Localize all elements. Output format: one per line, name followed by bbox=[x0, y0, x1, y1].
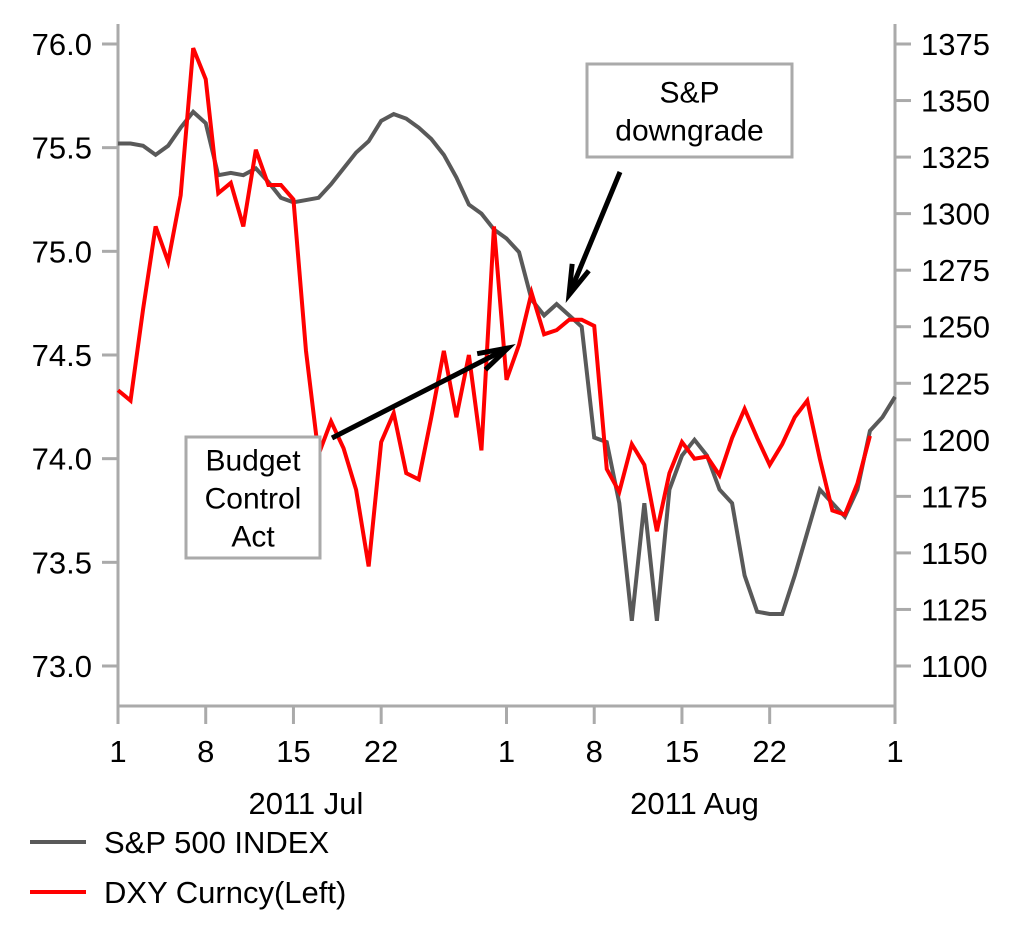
x-axis: 1 8 15 22 1 8 15 22 1 2011 Jul 2011 Aug bbox=[109, 704, 904, 821]
annotation-label-sp-downgrade: downgrade bbox=[615, 115, 763, 148]
left-axis-tick-label: 74.0 bbox=[32, 442, 92, 477]
x-axis-tick-label: 1 bbox=[498, 734, 515, 769]
x-axis-tick-label: 15 bbox=[665, 734, 699, 769]
x-axis-tick-label: 8 bbox=[586, 734, 603, 769]
right-axis: 1100 1125 1150 1175 1200 1225 1250 1275 1300 1325… bbox=[893, 24, 990, 706]
annotation-arrow-head-sp-downgrade bbox=[565, 263, 591, 304]
x-axis-group-label: 2011 Jul bbox=[249, 786, 364, 821]
left-axis-tick-label: 75.0 bbox=[32, 234, 92, 269]
right-axis-tick-label: 1250 bbox=[921, 310, 990, 345]
series-line-dxy-curncy-left bbox=[116, 47, 872, 567]
annotation-arrow-head-budget-control-act bbox=[476, 344, 516, 372]
annotation-label-sp-downgrade: S&P bbox=[659, 77, 719, 110]
right-axis-tick-label: 1350 bbox=[921, 84, 990, 119]
right-axis-tick-label: 1200 bbox=[921, 423, 990, 458]
right-axis-tick-label: 1225 bbox=[921, 366, 990, 401]
x-axis-tick-label: 22 bbox=[364, 734, 398, 769]
chart-legend: S&P 500 INDEX DXY Curncy(Left) bbox=[30, 825, 346, 910]
x-axis-tick-label: 15 bbox=[276, 734, 310, 769]
right-axis-tick-label: 1125 bbox=[921, 592, 988, 627]
legend-label-0: S&P 500 INDEX bbox=[104, 825, 329, 860]
right-axis-tick-label: 1375 bbox=[921, 27, 990, 62]
annotation-arrow-line-sp-downgrade bbox=[566, 171, 623, 296]
annotation-box-budget-control-act bbox=[184, 435, 322, 560]
x-axis-tick-label: 8 bbox=[197, 734, 214, 769]
x-axis-group-label: 2011 Aug bbox=[630, 786, 759, 821]
left-axis-tick-label: 75.5 bbox=[32, 131, 92, 166]
legend-label-1: DXY Curncy(Left) bbox=[104, 875, 346, 910]
annotation-label-budget-control-act: Control bbox=[205, 483, 302, 516]
left-axis-tick-label: 73.0 bbox=[32, 649, 92, 684]
x-axis-tick-label: 22 bbox=[752, 734, 786, 769]
series-line-s-p-500-index bbox=[118, 108, 897, 621]
right-axis-tick-label: 1100 bbox=[921, 649, 988, 684]
right-axis-tick-label: 1325 bbox=[921, 140, 990, 175]
annotation-label-budget-control-act: Budget bbox=[205, 445, 301, 478]
left-axis-tick-label: 74.5 bbox=[32, 338, 92, 373]
annotation-label-budget-control-act: Act bbox=[231, 521, 275, 554]
left-axis: 73.0 73.5 74.0 74.5 75.0 75.5 76.0 bbox=[32, 24, 120, 706]
annotation-box-sp-downgrade bbox=[585, 62, 794, 159]
chart-annotations: Budget Control Act S&P downgrade bbox=[184, 62, 794, 560]
right-axis-tick-label: 1175 bbox=[921, 479, 988, 514]
x-axis-tick-label: 1 bbox=[109, 734, 126, 769]
left-axis-tick-label: 76.0 bbox=[32, 27, 92, 62]
annotation-arrow-line-budget-control-act bbox=[330, 345, 510, 441]
right-axis-tick-label: 1150 bbox=[921, 536, 988, 571]
series-lines bbox=[116, 47, 897, 621]
x-axis-tick-label: 1 bbox=[886, 734, 903, 769]
right-axis-tick-label: 1275 bbox=[921, 253, 990, 288]
right-axis-tick-label: 1300 bbox=[921, 197, 990, 232]
left-axis-tick-label: 73.5 bbox=[32, 545, 92, 580]
